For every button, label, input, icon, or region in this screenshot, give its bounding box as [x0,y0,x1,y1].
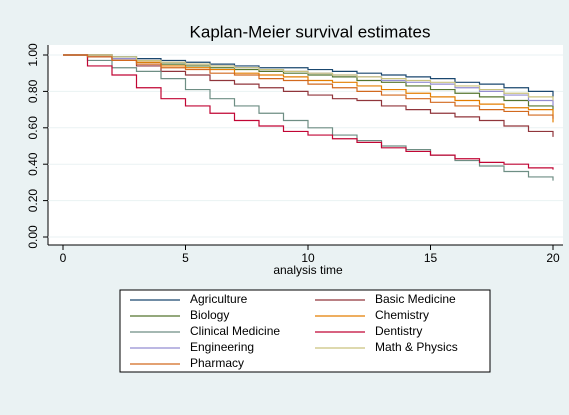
y-tick-label: 0.20 [26,189,40,213]
x-axis-label: analysis time [273,263,343,277]
y-tick-label: 0.60 [26,116,40,140]
survival-line [63,54,554,101]
legend-label: Pharmacy [190,356,244,370]
legend-label: Agriculture [190,292,248,306]
x-tick-label: 10 [301,251,315,265]
survival-line [63,54,554,170]
y-tick-label: 0.80 [26,79,40,103]
y-tick-label: 0.40 [26,152,40,176]
y-tick-label: 1.00 [26,43,40,67]
legend-label: Math & Physics [375,340,458,354]
legend-label: Basic Medicine [375,292,456,306]
y-tick-label: 0.00 [26,225,40,249]
x-tick-label: 0 [60,251,67,265]
survival-line [63,54,554,97]
legend-label: Chemistry [375,308,429,322]
x-tick-label: 20 [546,251,560,265]
legend-label: Engineering [190,340,254,354]
survival-line [63,54,554,137]
x-tick-label: 5 [182,251,189,265]
survival-line [63,54,554,119]
plot-area [48,45,563,245]
legend-label: Biology [190,308,229,322]
legend-label: Dentistry [375,324,422,338]
legend [119,289,491,373]
chart-title: Kaplan-Meier survival estimates [190,22,431,41]
legend-label: Clinical Medicine [190,324,280,338]
x-tick-label: 15 [424,251,438,265]
